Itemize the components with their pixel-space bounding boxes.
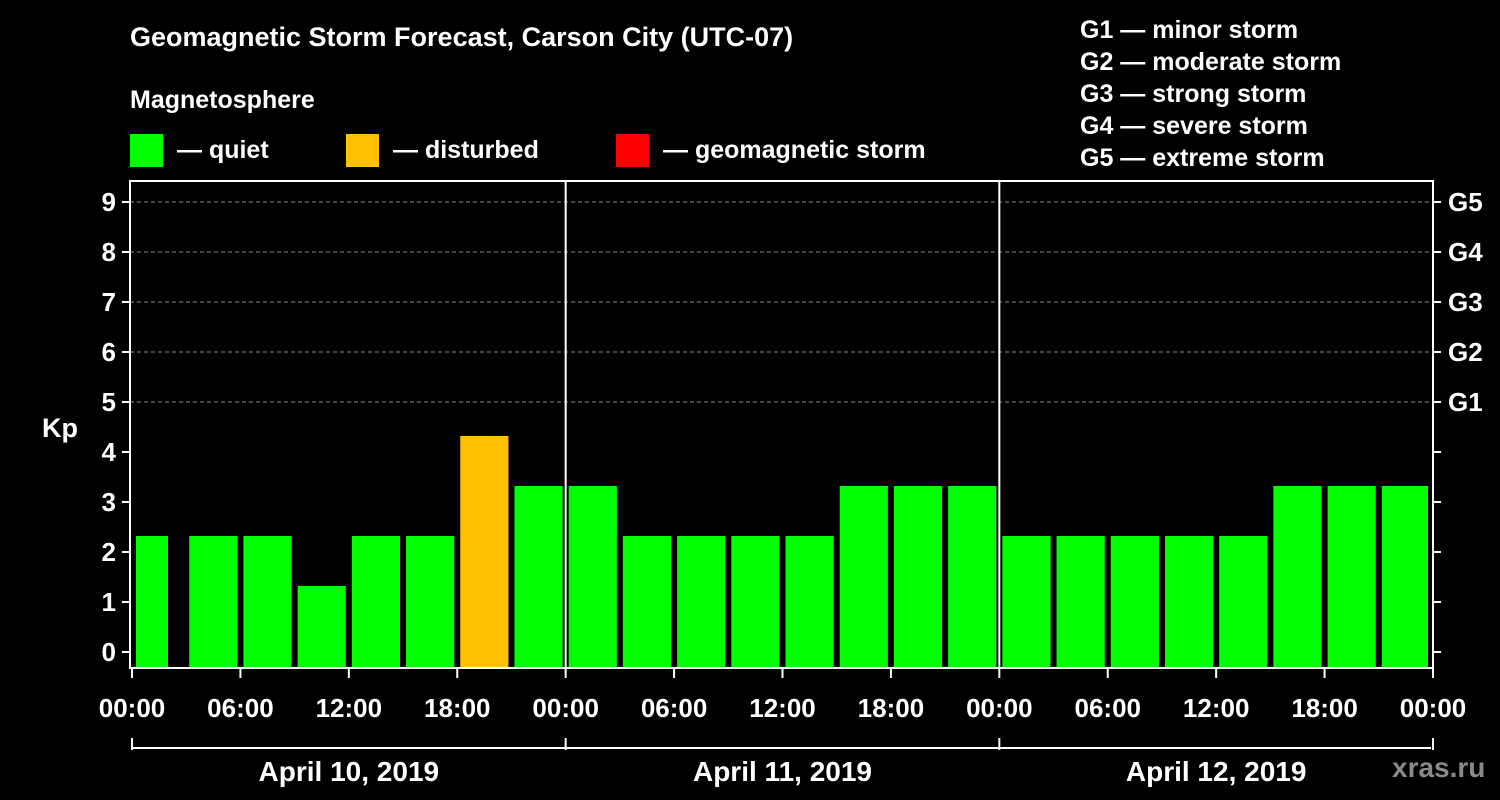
bar-23 xyxy=(1381,486,1428,668)
ytick-label-8: 8 xyxy=(102,237,116,267)
legend-item-storm: — geomagnetic storm xyxy=(616,133,926,167)
bar-19 xyxy=(1164,536,1214,668)
day-label-0: April 10, 2019 xyxy=(259,756,440,787)
ytick-label-7: 7 xyxy=(102,287,116,317)
legend-swatch-storm xyxy=(616,133,649,167)
xtick-label-10: 12:00 xyxy=(1183,693,1250,723)
xtick-label-12: 00:00 xyxy=(1400,693,1467,723)
xtick-label-11: 18:00 xyxy=(1291,693,1358,723)
ytick-label-6: 6 xyxy=(102,337,116,367)
ytick-label-4: 4 xyxy=(102,437,117,467)
storm-level-g3: G3 — strong storm xyxy=(1080,80,1307,108)
bar-16 xyxy=(1002,536,1051,668)
legend-label-quiet: — quiet xyxy=(177,135,269,164)
xtick-label-5: 06:00 xyxy=(641,693,708,723)
storm-level-g2: G2 — moderate storm xyxy=(1080,48,1342,76)
bar-20 xyxy=(1219,536,1268,668)
bar-18 xyxy=(1110,536,1159,668)
xtick-label-2: 12:00 xyxy=(316,693,383,723)
day-label-1: April 11, 2019 xyxy=(693,756,872,787)
bar-3 xyxy=(297,586,346,668)
storm-level-legend: G1 — minor storm G2 — moderate storm G3 … xyxy=(1080,14,1341,174)
storm-level-g1: G1 — minor storm xyxy=(1080,16,1299,44)
bar-4 xyxy=(351,536,401,668)
gtick-label-g2: G2 xyxy=(1448,337,1483,367)
storm-level-g4: G4 — severe storm xyxy=(1080,112,1308,140)
bar-0 xyxy=(136,536,168,668)
xtick-label-7: 18:00 xyxy=(858,693,925,723)
bar-17 xyxy=(1056,536,1105,668)
gtick-label-g3: G3 xyxy=(1448,287,1483,317)
ytick-label-5: 5 xyxy=(102,387,116,417)
legend-label-disturbed: — disturbed xyxy=(393,135,539,164)
ytick-label-0: 0 xyxy=(102,637,116,667)
bar-10 xyxy=(677,536,726,668)
y-axis-label: Kp xyxy=(42,413,78,443)
xtick-label-8: 00:00 xyxy=(966,693,1033,723)
bar-7 xyxy=(514,486,563,668)
xtick-label-6: 12:00 xyxy=(749,693,816,723)
xtick-label-4: 00:00 xyxy=(532,693,599,723)
ytick-label-2: 2 xyxy=(102,537,116,567)
xtick-label-9: 06:00 xyxy=(1075,693,1142,723)
bar-15 xyxy=(948,486,997,668)
bar-1 xyxy=(189,536,238,668)
gtick-label-g1: G1 xyxy=(1448,387,1483,417)
bar-21 xyxy=(1273,486,1322,668)
ytick-label-9: 9 xyxy=(102,187,116,217)
bar-12 xyxy=(785,536,834,668)
bar-6 xyxy=(460,436,509,668)
chart-subtitle: Magnetosphere xyxy=(130,86,315,114)
ytick-label-3: 3 xyxy=(102,487,116,517)
bar-11 xyxy=(731,536,780,668)
chart-title: Geomagnetic Storm Forecast, Carson City … xyxy=(130,22,794,52)
legend-label-storm: — geomagnetic storm xyxy=(663,135,926,164)
bar-14 xyxy=(893,486,943,668)
day-label-2: April 12, 2019 xyxy=(1126,756,1307,787)
bar-8 xyxy=(568,486,617,668)
ytick-label-1: 1 xyxy=(102,587,116,617)
gtick-label-g4: G4 xyxy=(1448,237,1483,267)
bar-5 xyxy=(406,536,455,668)
storm-level-g5: G5 — extreme storm xyxy=(1080,144,1325,172)
gtick-label-g5: G5 xyxy=(1448,187,1483,217)
legend-item-quiet: — quiet xyxy=(130,133,269,167)
legend-item-disturbed: — disturbed xyxy=(346,133,539,167)
watermark: xras.ru xyxy=(1392,752,1486,783)
xtick-label-1: 06:00 xyxy=(207,693,274,723)
xtick-label-0: 00:00 xyxy=(99,693,166,723)
bar-22 xyxy=(1327,486,1376,668)
bar-13 xyxy=(839,486,888,668)
bar-9 xyxy=(622,536,672,668)
xtick-label-3: 18:00 xyxy=(424,693,491,723)
bar-2 xyxy=(243,536,292,668)
legend-swatch-disturbed xyxy=(346,133,379,167)
legend-swatch-quiet xyxy=(130,133,163,167)
